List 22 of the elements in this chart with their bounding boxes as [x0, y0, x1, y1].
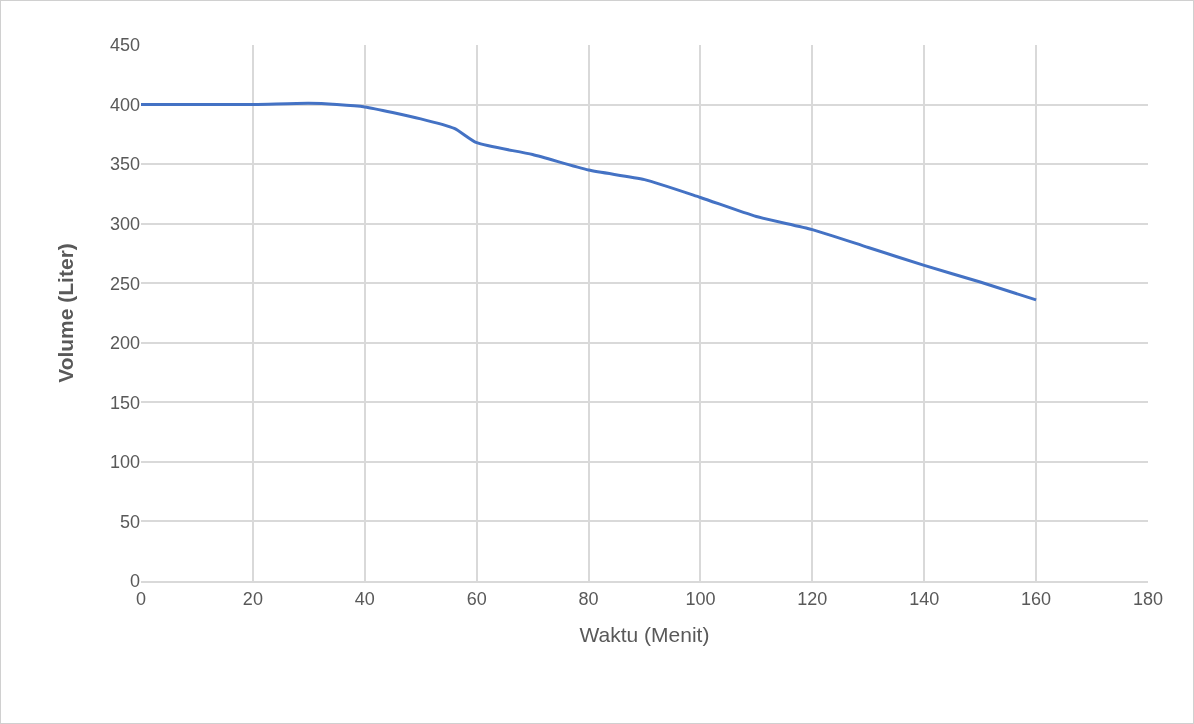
x-tick-label: 100 — [685, 588, 716, 609]
y-tick-label: 400 — [109, 94, 140, 115]
line-series — [141, 101, 1038, 302]
y-tick-label: 100 — [109, 452, 140, 473]
x-tick-label: 60 — [466, 588, 487, 609]
y-tick-label: 150 — [109, 392, 140, 413]
x-tick-label: 140 — [909, 588, 940, 609]
x-tick-label: 120 — [797, 588, 828, 609]
y-axis-title: Volume (Liter) — [54, 243, 78, 383]
y-tick-label: 300 — [109, 213, 140, 234]
x-tick-label: 80 — [578, 588, 599, 609]
y-tick-label: 350 — [109, 154, 140, 175]
y-tick-label: 0 — [129, 571, 140, 592]
y-tick-label: 50 — [119, 511, 140, 532]
x-tick-label: 20 — [242, 588, 263, 609]
x-tick-label: 180 — [1132, 588, 1164, 609]
x-axis-title: Waktu (Menit) — [579, 623, 710, 647]
x-tick-label: 40 — [354, 588, 375, 609]
y-tick-label: 450 — [109, 35, 140, 56]
y-tick-label: 250 — [109, 273, 140, 294]
y-tick-label: 200 — [109, 333, 140, 354]
x-tick-label: 160 — [1021, 588, 1052, 609]
